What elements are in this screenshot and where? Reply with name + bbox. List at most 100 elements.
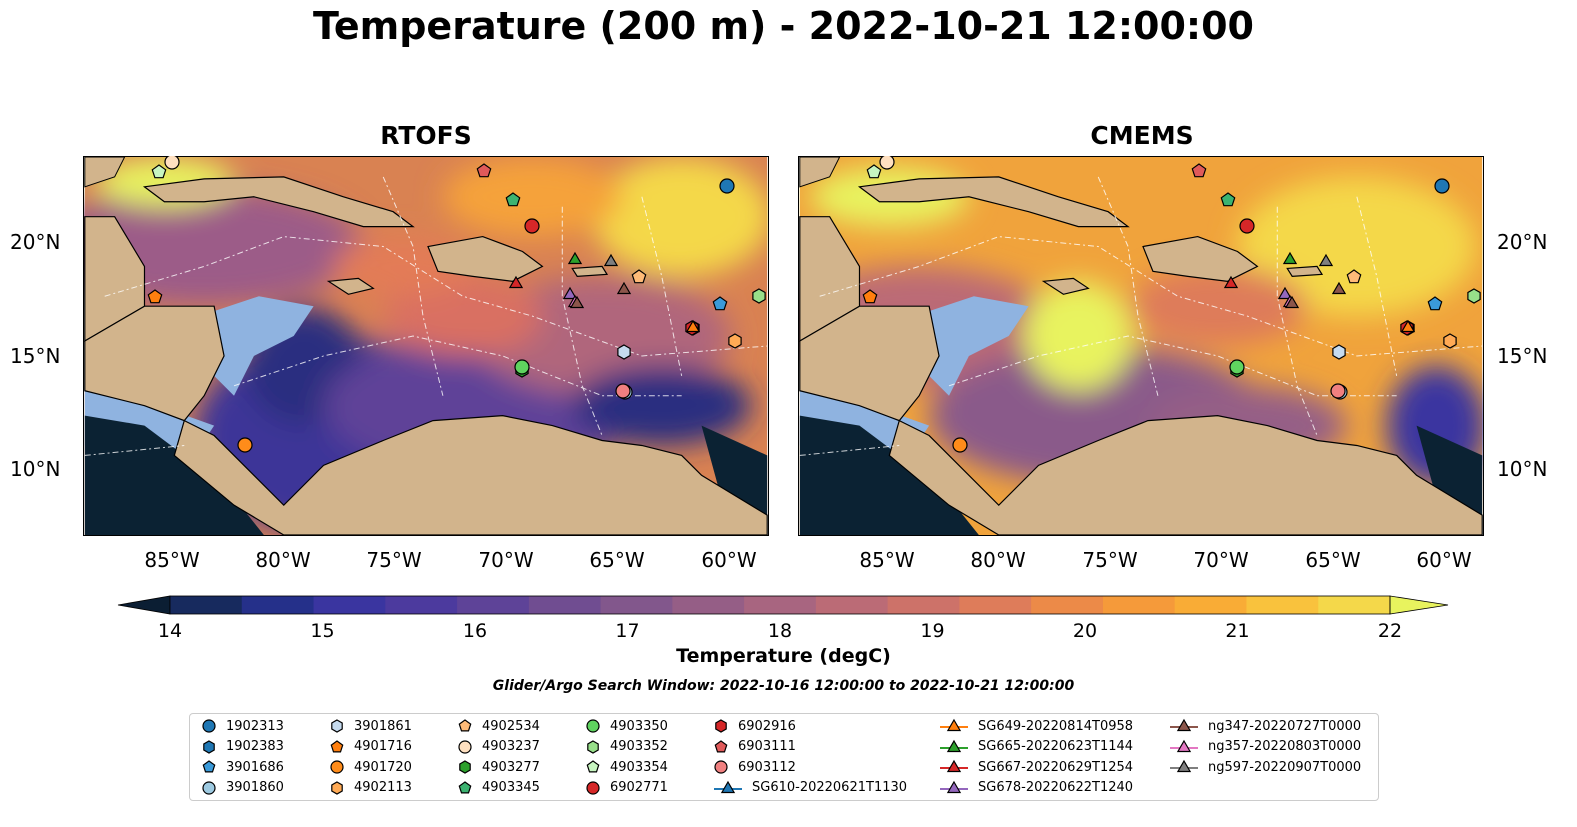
legend-triangle-icon: [946, 759, 962, 773]
legend-label: 4902113: [354, 780, 412, 795]
map-marker-4903354: [151, 164, 167, 179]
map-marker-sg678-20220622t1240: [1277, 286, 1293, 300]
colorbar-segment: [170, 596, 243, 614]
legend-label: ng597-20220907T0000: [1208, 759, 1362, 775]
map-marker-4901720: [952, 437, 968, 453]
colorbar-segment: [1102, 596, 1176, 614]
legend-hexagon-icon: [587, 739, 599, 754]
legend-item: 4903354: [584, 757, 668, 777]
legend-triangle-icon: [1176, 718, 1192, 732]
legend-item: ng357-20220803T0000: [1168, 737, 1361, 757]
legend-label: ng357-20220803T0000: [1208, 739, 1362, 754]
map-marker-sg667-20220629t1254: [508, 275, 524, 289]
map-marker-6902771: [1239, 218, 1255, 234]
map-marker-4903350: [1229, 359, 1245, 375]
lat-label-10n-right: 10°N: [1497, 457, 1548, 481]
map-marker-sg649-20220814t0958: [685, 319, 701, 333]
legend-item: SG667-20220629T1254: [938, 757, 1133, 777]
legend-label: 6902916: [738, 718, 796, 734]
lon-label-65w-right: 65°W: [1305, 548, 1361, 572]
map-marker-ng347-20220727t0000: [616, 281, 632, 295]
map-marker-4903350: [514, 359, 530, 375]
legend-pentagon-icon: [202, 760, 216, 773]
legend-marker-icon: [1170, 759, 1198, 773]
legend-item: 6903111: [712, 737, 796, 757]
map-marker-4901716: [862, 289, 878, 304]
legend-triangle-icon: [720, 780, 736, 793]
legend-marker-icon: [714, 739, 728, 752]
map-marker-4903237: [164, 156, 180, 170]
legend-hexagon-icon: [331, 780, 343, 795]
panel-title-cmems: CMEMS: [1090, 121, 1194, 150]
legend-marker-icon: [715, 719, 727, 733]
legend-item: 4902113: [328, 778, 412, 798]
colorbar-segment: [744, 596, 817, 614]
lat-label-10n-left: 10°N: [10, 457, 61, 481]
lon-label-85w-right: 85°W: [859, 548, 915, 572]
colorbar-segment: [313, 596, 386, 614]
lon-label-60w-left: 60°W: [701, 548, 757, 572]
legend-item: SG678-20220622T1240: [938, 778, 1133, 798]
colorbar-tick-label: 15: [310, 620, 335, 642]
map-marker-sg665-20220623t1144: [567, 251, 583, 265]
legend-item: 4903237: [456, 737, 540, 757]
legend-circle-icon: [202, 719, 216, 733]
map-marker-3901686: [712, 296, 728, 311]
map-marker-sg665-20220623t1144: [1282, 251, 1298, 265]
legend-hexagon-icon: [715, 719, 727, 733]
legend: 1902313 1902383 3901686 3901860 3901861 49017…: [189, 713, 1379, 801]
legend-pentagon-icon: [330, 739, 344, 752]
legend-label: 4902534: [482, 718, 540, 734]
map-marker-4902113: [728, 333, 742, 349]
map-marker-4901720: [237, 437, 253, 453]
legend-pentagon-icon: [458, 780, 472, 793]
rtofs-map[interactable]: [83, 156, 769, 536]
cmems-map[interactable]: [798, 156, 1484, 536]
main-title: Temperature (200 m) - 2022-10-21 12:00:0…: [312, 4, 1254, 48]
legend-label: 4903350: [610, 718, 668, 734]
legend-item: 6903112: [712, 757, 796, 777]
legend-label: SG610-20220621T1130: [752, 780, 908, 795]
lon-label-70w-right: 70°W: [1193, 548, 1249, 572]
legend-label: 4903237: [482, 739, 540, 754]
markers-rtofs: [147, 156, 766, 453]
legend-label: 4903345: [482, 780, 540, 795]
map-marker-3901861: [617, 344, 631, 360]
legend-marker-icon: [714, 780, 742, 793]
colorbar-segment: [241, 596, 315, 614]
legend-marker-icon: [202, 760, 216, 773]
legend-item: 6902916: [712, 716, 796, 736]
colorbar-tick-label: 22: [1377, 620, 1403, 642]
legend-label: 3901860: [226, 780, 284, 795]
map-marker-ng347-20220727t0000: [1331, 281, 1347, 295]
legend-marker-icon: [940, 739, 968, 752]
colorbar-tick-label: 18: [767, 620, 793, 642]
map-marker-4902113: [1443, 333, 1457, 349]
legend-hexagon-icon: [331, 719, 343, 733]
colorbar-segment: [887, 596, 960, 614]
colorbar-segment: [1246, 596, 1319, 614]
legend-triangle-icon: [946, 718, 962, 732]
legend-triangle-icon: [946, 780, 962, 793]
colorbar-segment: [815, 596, 889, 614]
legend-marker-icon: [940, 718, 968, 732]
legend-marker-icon: [458, 719, 472, 732]
legend-label: 3901686: [226, 759, 284, 775]
lon-label-70w-left: 70°W: [478, 548, 534, 572]
map-marker-6902771: [524, 218, 540, 234]
map-marker-ng597-20220907t0000: [603, 253, 619, 267]
lon-label-85w-left: 85°W: [144, 548, 200, 572]
map-marker-ng347-20220727t0000: [569, 295, 585, 309]
map-marker-4902534: [1346, 269, 1362, 284]
map-marker-sg649-20220814t0958: [1400, 319, 1416, 333]
map-marker-6903111: [1191, 163, 1207, 178]
map-marker-4901716: [147, 289, 163, 304]
legend-triangle-icon: [946, 739, 962, 752]
colorbar-tick-label: 17: [615, 620, 640, 642]
map-marker-4903352: [1467, 288, 1481, 304]
legend-label: 6903112: [738, 759, 796, 775]
colorbar-segment: [385, 596, 458, 614]
legend-item: 6902771: [584, 778, 668, 798]
legend-item: 3901686: [200, 757, 284, 777]
colorbar-tick-label: 21: [1225, 620, 1250, 642]
